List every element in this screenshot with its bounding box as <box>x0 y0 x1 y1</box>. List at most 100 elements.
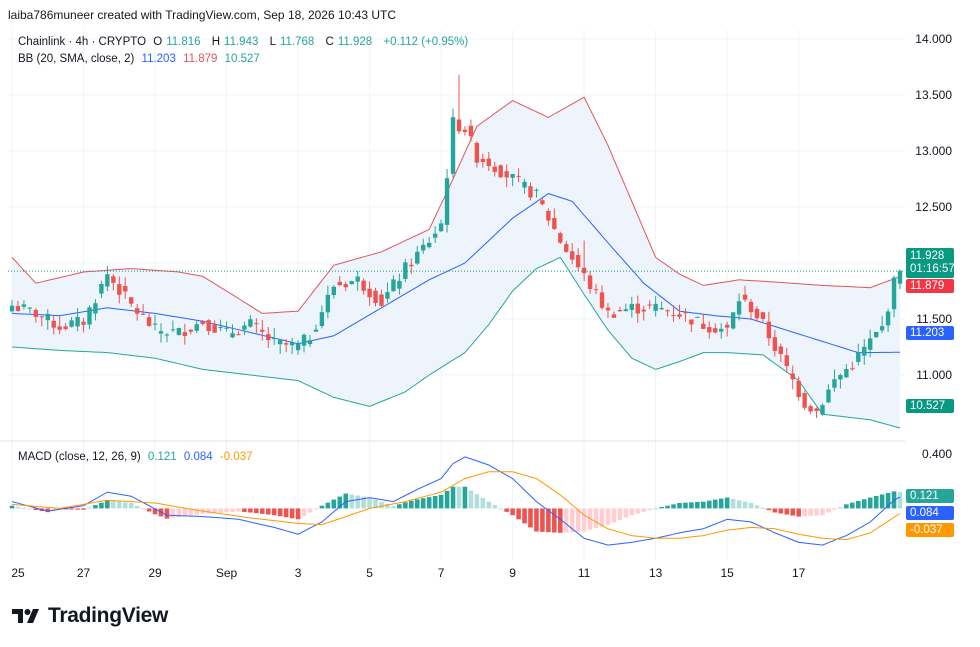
candle-body <box>242 325 247 330</box>
candle-body <box>21 304 27 307</box>
bb-basis-badge: 11.203 <box>906 326 954 340</box>
time-tick-label: Sep <box>215 566 238 580</box>
candle-body <box>605 307 611 311</box>
candle-body <box>277 340 283 345</box>
candle-body <box>695 316 700 318</box>
candle-body <box>587 275 593 289</box>
macd-histogram-bar <box>760 507 766 509</box>
macd-histogram-bar <box>403 502 408 509</box>
macd-histogram-bar <box>361 496 366 509</box>
macd-histogram-bar <box>742 501 748 509</box>
macd-histogram-bar <box>808 508 813 516</box>
price-tick-label: 12.500 <box>915 199 952 214</box>
macd-histogram-bar <box>540 508 545 532</box>
macd-histogram-bar <box>313 508 319 510</box>
price-tick-label: 13.500 <box>915 87 952 102</box>
candle-body <box>623 309 629 312</box>
macd-histogram-bar <box>409 500 414 509</box>
macd-histogram-bar <box>593 508 599 529</box>
candle-body <box>146 317 152 326</box>
candle-body <box>254 323 259 325</box>
macd-signal-line <box>11 471 901 541</box>
macd-histogram-bar <box>850 502 855 509</box>
candle-body <box>856 352 861 362</box>
candle-body <box>391 279 396 292</box>
macd-histogram-bar <box>748 503 754 509</box>
candle-body <box>218 327 223 329</box>
macd-line <box>11 456 901 546</box>
macd-histogram-bar <box>802 508 807 517</box>
bb-lower-badge: 10.527 <box>906 399 954 413</box>
macd-histogram-bar <box>486 501 492 509</box>
macd-histogram-bar <box>265 508 271 515</box>
macd-label[interactable]: MACD (close, 12, 26, 9) <box>18 451 141 463</box>
candle-body <box>510 173 515 178</box>
candle-body <box>730 312 736 329</box>
macd-histogram-bar <box>438 494 444 509</box>
macd-histogram-bar <box>414 499 420 509</box>
ohlc-low: L 11.768 <box>269 36 315 48</box>
macd-histogram-bar <box>838 507 843 509</box>
candle-body <box>409 264 414 267</box>
candle-body <box>778 346 784 354</box>
candle-body <box>629 303 635 310</box>
macd-histogram-bar <box>277 508 283 517</box>
candle-body <box>403 262 408 280</box>
candle-body <box>361 280 366 291</box>
candle-body <box>897 271 903 284</box>
macd-histogram-bar <box>772 508 778 513</box>
candle-body <box>552 217 557 229</box>
candle-body <box>575 255 581 268</box>
candle-body <box>319 312 325 327</box>
candle-body <box>540 200 545 205</box>
candle-body <box>653 303 658 311</box>
macd-histogram-bar <box>528 508 533 528</box>
candle-body <box>522 181 527 188</box>
macd-histogram-bar <box>468 490 474 509</box>
macd-histogram-bar <box>397 504 402 509</box>
candle-body <box>516 175 521 177</box>
bb-label[interactable]: BB (20, SMA, close, 2) <box>18 53 135 65</box>
macd-histogram-bar <box>736 500 742 509</box>
candle-body <box>558 233 563 243</box>
candle-body <box>194 324 199 331</box>
bb-upper-value: 11.879 <box>183 53 218 65</box>
candle-body <box>468 125 474 137</box>
candle-body <box>796 380 801 398</box>
symbol-title[interactable]: Chainlink · 4h · CRYPTO <box>18 36 147 48</box>
tradingview-logo[interactable]: TradingView <box>12 604 168 628</box>
candle-body <box>593 289 599 291</box>
macd-histogram-bar <box>784 508 790 515</box>
macd-histogram-bar <box>51 508 57 511</box>
macd-histogram-bar <box>724 497 730 509</box>
candle-body <box>546 210 551 221</box>
macd-histogram-bar <box>379 501 384 509</box>
candle-body <box>170 329 176 331</box>
price-tick-label: 11.000 <box>916 368 952 383</box>
candle-body <box>719 328 724 332</box>
macd-histogram-bar <box>701 501 706 509</box>
candle-body <box>57 326 62 330</box>
macd-histogram-bar <box>349 494 355 509</box>
macd-histogram-bar <box>164 508 170 519</box>
macd-histogram-bar <box>33 508 39 511</box>
candle-body <box>450 117 456 174</box>
candle-body <box>212 324 217 333</box>
candle-body <box>647 304 652 306</box>
macd-histogram-bar <box>456 486 462 509</box>
time-tick-label: 25 <box>11 566 25 580</box>
macd-histogram-bar <box>510 508 515 516</box>
candle-body <box>313 329 319 332</box>
symbol-legend: Chainlink · 4h · CRYPTO O 11.816 H 11.943 … <box>18 36 472 48</box>
price-tick-label: 13.000 <box>915 143 952 158</box>
macd-histogram-bar <box>575 508 581 532</box>
last-price-badge: 11.928 01:16:57 <box>906 248 955 278</box>
macd-histogram-bar <box>605 508 611 525</box>
candle-body <box>128 297 134 304</box>
candle-body <box>266 334 271 341</box>
macd-histogram-bar <box>319 505 325 509</box>
macd-histogram-bar <box>861 499 867 509</box>
price-tick-label: 14.000 <box>915 31 952 46</box>
candle-body <box>641 309 646 312</box>
